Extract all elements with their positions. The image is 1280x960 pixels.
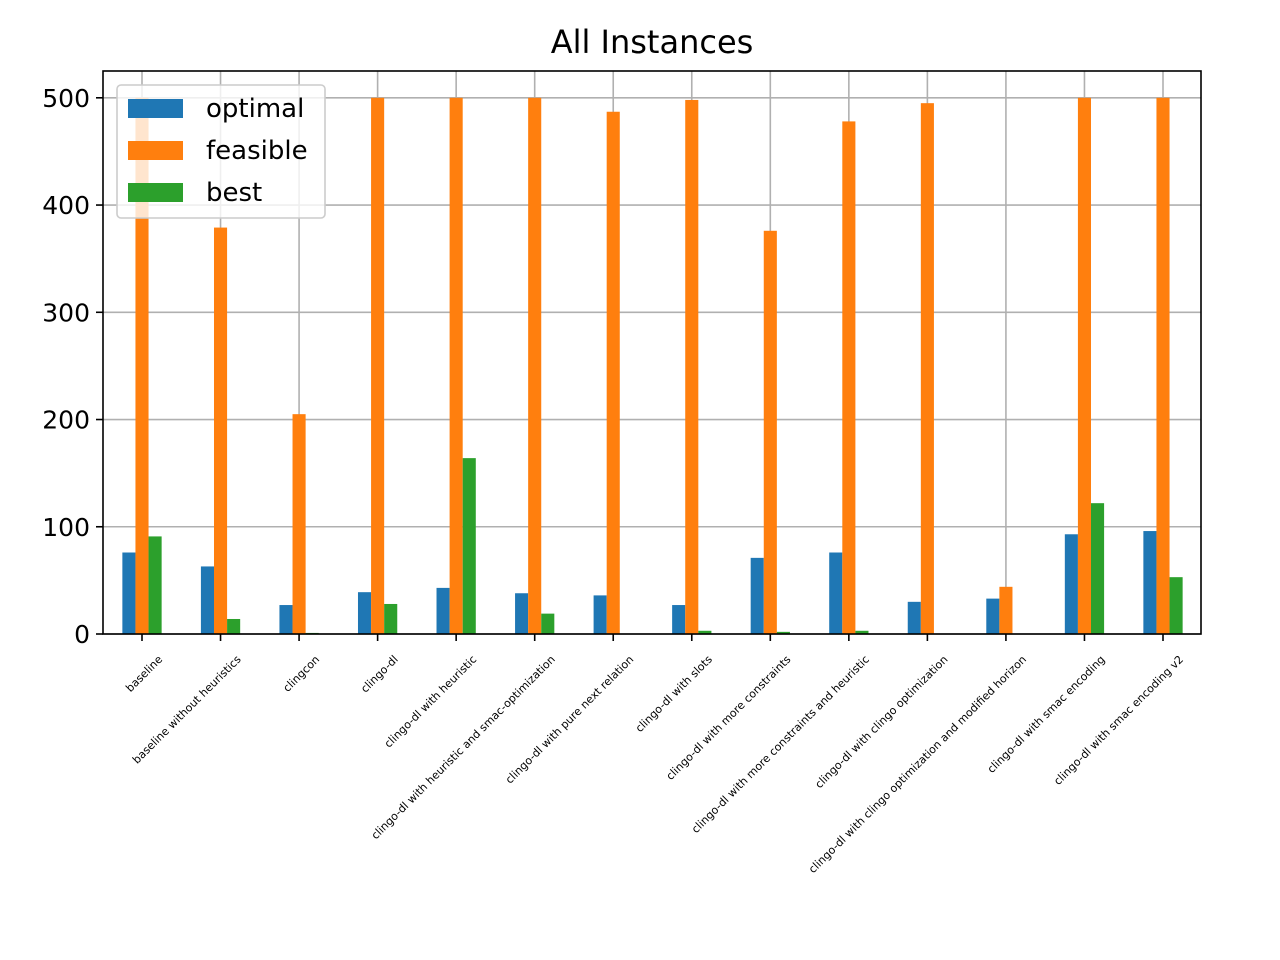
bar-optimal [1064, 534, 1078, 634]
y-tick-label: 100 [42, 513, 90, 542]
bar-optimal [986, 598, 1000, 634]
bar-best [1169, 577, 1183, 634]
bar-feasible [371, 97, 385, 635]
bar-feasible [1156, 97, 1170, 635]
bar-optimal [279, 605, 293, 634]
legend-label-best: best [206, 178, 262, 208]
bar-best [227, 618, 241, 634]
bar-best [148, 536, 162, 634]
bar-feasible [920, 103, 934, 634]
bar-optimal [907, 601, 921, 634]
bar-feasible [763, 230, 777, 634]
bar-optimal [436, 587, 450, 634]
bar-optimal [593, 595, 607, 634]
bar-optimal [829, 552, 843, 634]
plot-frame [102, 70, 1202, 635]
bar-optimal [515, 593, 529, 634]
bar-best [462, 458, 476, 634]
legend-label-optimal: optimal [206, 94, 304, 124]
bar-optimal [1143, 531, 1157, 634]
bar-feasible [528, 97, 542, 635]
bar-best [1091, 503, 1105, 634]
bar-best [541, 613, 555, 634]
legend-swatch-optimal [128, 99, 183, 118]
y-tick-label: 500 [42, 84, 90, 113]
legend-swatch-best [128, 183, 183, 202]
y-axis: 0 100 200 300 400 500 [42, 84, 103, 649]
bar-feasible [292, 414, 306, 634]
bar-optimal [750, 557, 764, 634]
legend-label-feasible: feasible [206, 136, 308, 166]
bar-optimal [672, 605, 686, 634]
bar-optimal [357, 592, 372, 634]
bar-feasible [449, 97, 463, 635]
bar-optimal [122, 552, 136, 634]
y-tick-label: 400 [42, 191, 90, 220]
bar-feasible [135, 97, 149, 635]
y-tick-label: 300 [42, 298, 90, 327]
bar-feasible [842, 121, 856, 634]
chart-title: All Instances [551, 23, 754, 61]
bar-optimal [200, 566, 214, 634]
bar-best [776, 631, 790, 634]
bar-best [855, 630, 869, 634]
bar-feasible [685, 99, 699, 634]
bar-feasible [999, 586, 1013, 634]
bar-best [698, 630, 712, 634]
bar-feasible [606, 111, 620, 634]
bar-feasible [213, 227, 228, 634]
legend-swatch-feasible [128, 141, 183, 160]
y-tick-label: 200 [42, 406, 90, 435]
bars [122, 97, 1183, 635]
legend: optimal feasible best [116, 84, 326, 219]
bar-best [384, 603, 398, 634]
bar-feasible [1077, 97, 1092, 635]
y-tick-label: 0 [74, 620, 90, 649]
